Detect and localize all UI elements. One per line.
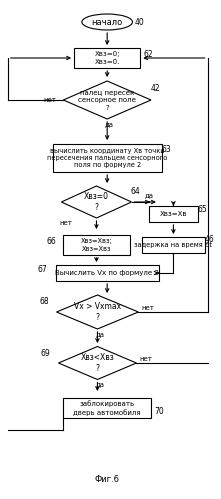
Text: вычислить координату Xв точки
пересечения пальцем сенсорного
поля по формуле 2: вычислить координату Xв точки пересечени… [47, 148, 167, 169]
Bar [63, 398, 151, 418]
Bar [53, 144, 162, 172]
Text: 65: 65 [198, 205, 208, 214]
Text: нет: нет [142, 305, 154, 311]
Text: Xвз=Xв: Xвз=Xв [160, 211, 187, 217]
Text: 69: 69 [41, 348, 51, 357]
Text: да: да [96, 331, 105, 337]
Text: Вычислить Vх по формуле 3: Вычислить Vх по формуле 3 [55, 270, 159, 276]
Text: 68: 68 [39, 297, 49, 306]
Text: 66: 66 [47, 237, 57, 246]
Text: 67: 67 [38, 265, 48, 274]
Text: Xвз=0;
Xвз=0.: Xвз=0; Xвз=0. [94, 51, 120, 65]
Text: 40: 40 [134, 17, 144, 26]
Bar [55, 265, 159, 281]
Text: задержка на время Δt: задержка на время Δt [134, 242, 212, 248]
Text: Фиг.6: Фиг.6 [95, 476, 120, 485]
Text: Vх > Vхmax
?: Vх > Vхmax ? [74, 302, 121, 322]
Bar [63, 235, 130, 255]
Text: да: да [105, 121, 114, 127]
Text: 63: 63 [162, 146, 171, 155]
Text: Xвз<Xвз
?: Xвз<Xвз ? [81, 353, 114, 373]
Text: да: да [96, 382, 105, 388]
Bar [74, 48, 140, 68]
Text: да: да [145, 192, 154, 198]
Text: 42: 42 [151, 83, 161, 92]
Text: нет: нет [60, 220, 73, 226]
Bar [142, 237, 205, 253]
Text: 46: 46 [205, 236, 214, 245]
Text: 62: 62 [143, 49, 153, 58]
Text: Xвз=Xвз;
Xвз=Xвз: Xвз=Xвз; Xвз=Xвз [81, 238, 112, 252]
Text: Xвз=0
?: Xвз=0 ? [84, 192, 109, 212]
Text: палец пересек
сенсорное поле
?: палец пересек сенсорное поле ? [78, 89, 136, 110]
Text: нет: нет [140, 356, 152, 362]
Text: начало: начало [91, 17, 123, 26]
Text: заблокировать
дверь автомобиля: заблокировать дверь автомобиля [73, 400, 141, 416]
Text: 70: 70 [154, 408, 164, 417]
Text: нет: нет [43, 97, 56, 103]
Bar [149, 206, 198, 222]
Text: 64: 64 [131, 188, 140, 197]
